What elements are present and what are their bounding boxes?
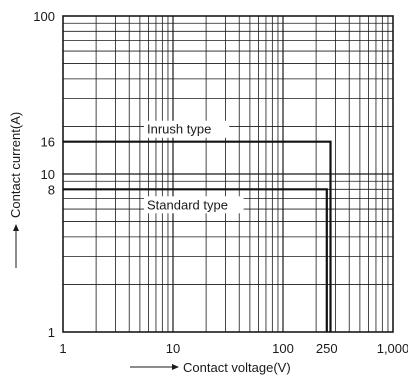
y-tick-label: 1 [48,325,55,340]
series-layer: Inrush type Standard type [63,120,332,332]
x-tick-label: 1,000 [377,341,408,356]
x-tick-label: 100 [272,341,294,356]
series-line-0 [63,140,332,332]
y-tick-label: 16 [41,135,55,150]
series-label-1: Standard type [147,197,228,212]
plot-frame [62,15,394,333]
y-tick-label: 100 [33,9,55,24]
y-axis-label: Contact current(A) [8,112,23,218]
series-label-bg-0 [144,120,230,138]
y-axis-arrowhead [13,224,19,231]
series-label-bg-1 [144,196,244,214]
x-tick-label: 1 [59,341,66,356]
axis-labels: Contact voltage(V) Contact current(A) [8,112,291,375]
grid [63,16,393,332]
series-label-0: Inrush type [147,122,211,137]
y-tick-label: 8 [48,182,55,197]
x-axis-label: Contact voltage(V) [183,360,291,375]
y-tick-label: 10 [41,167,55,182]
x-tick-label: 250 [316,341,338,356]
x-tick-label: 10 [166,341,180,356]
series-line-1 [63,188,328,332]
x-axis-arrowhead [172,364,179,370]
